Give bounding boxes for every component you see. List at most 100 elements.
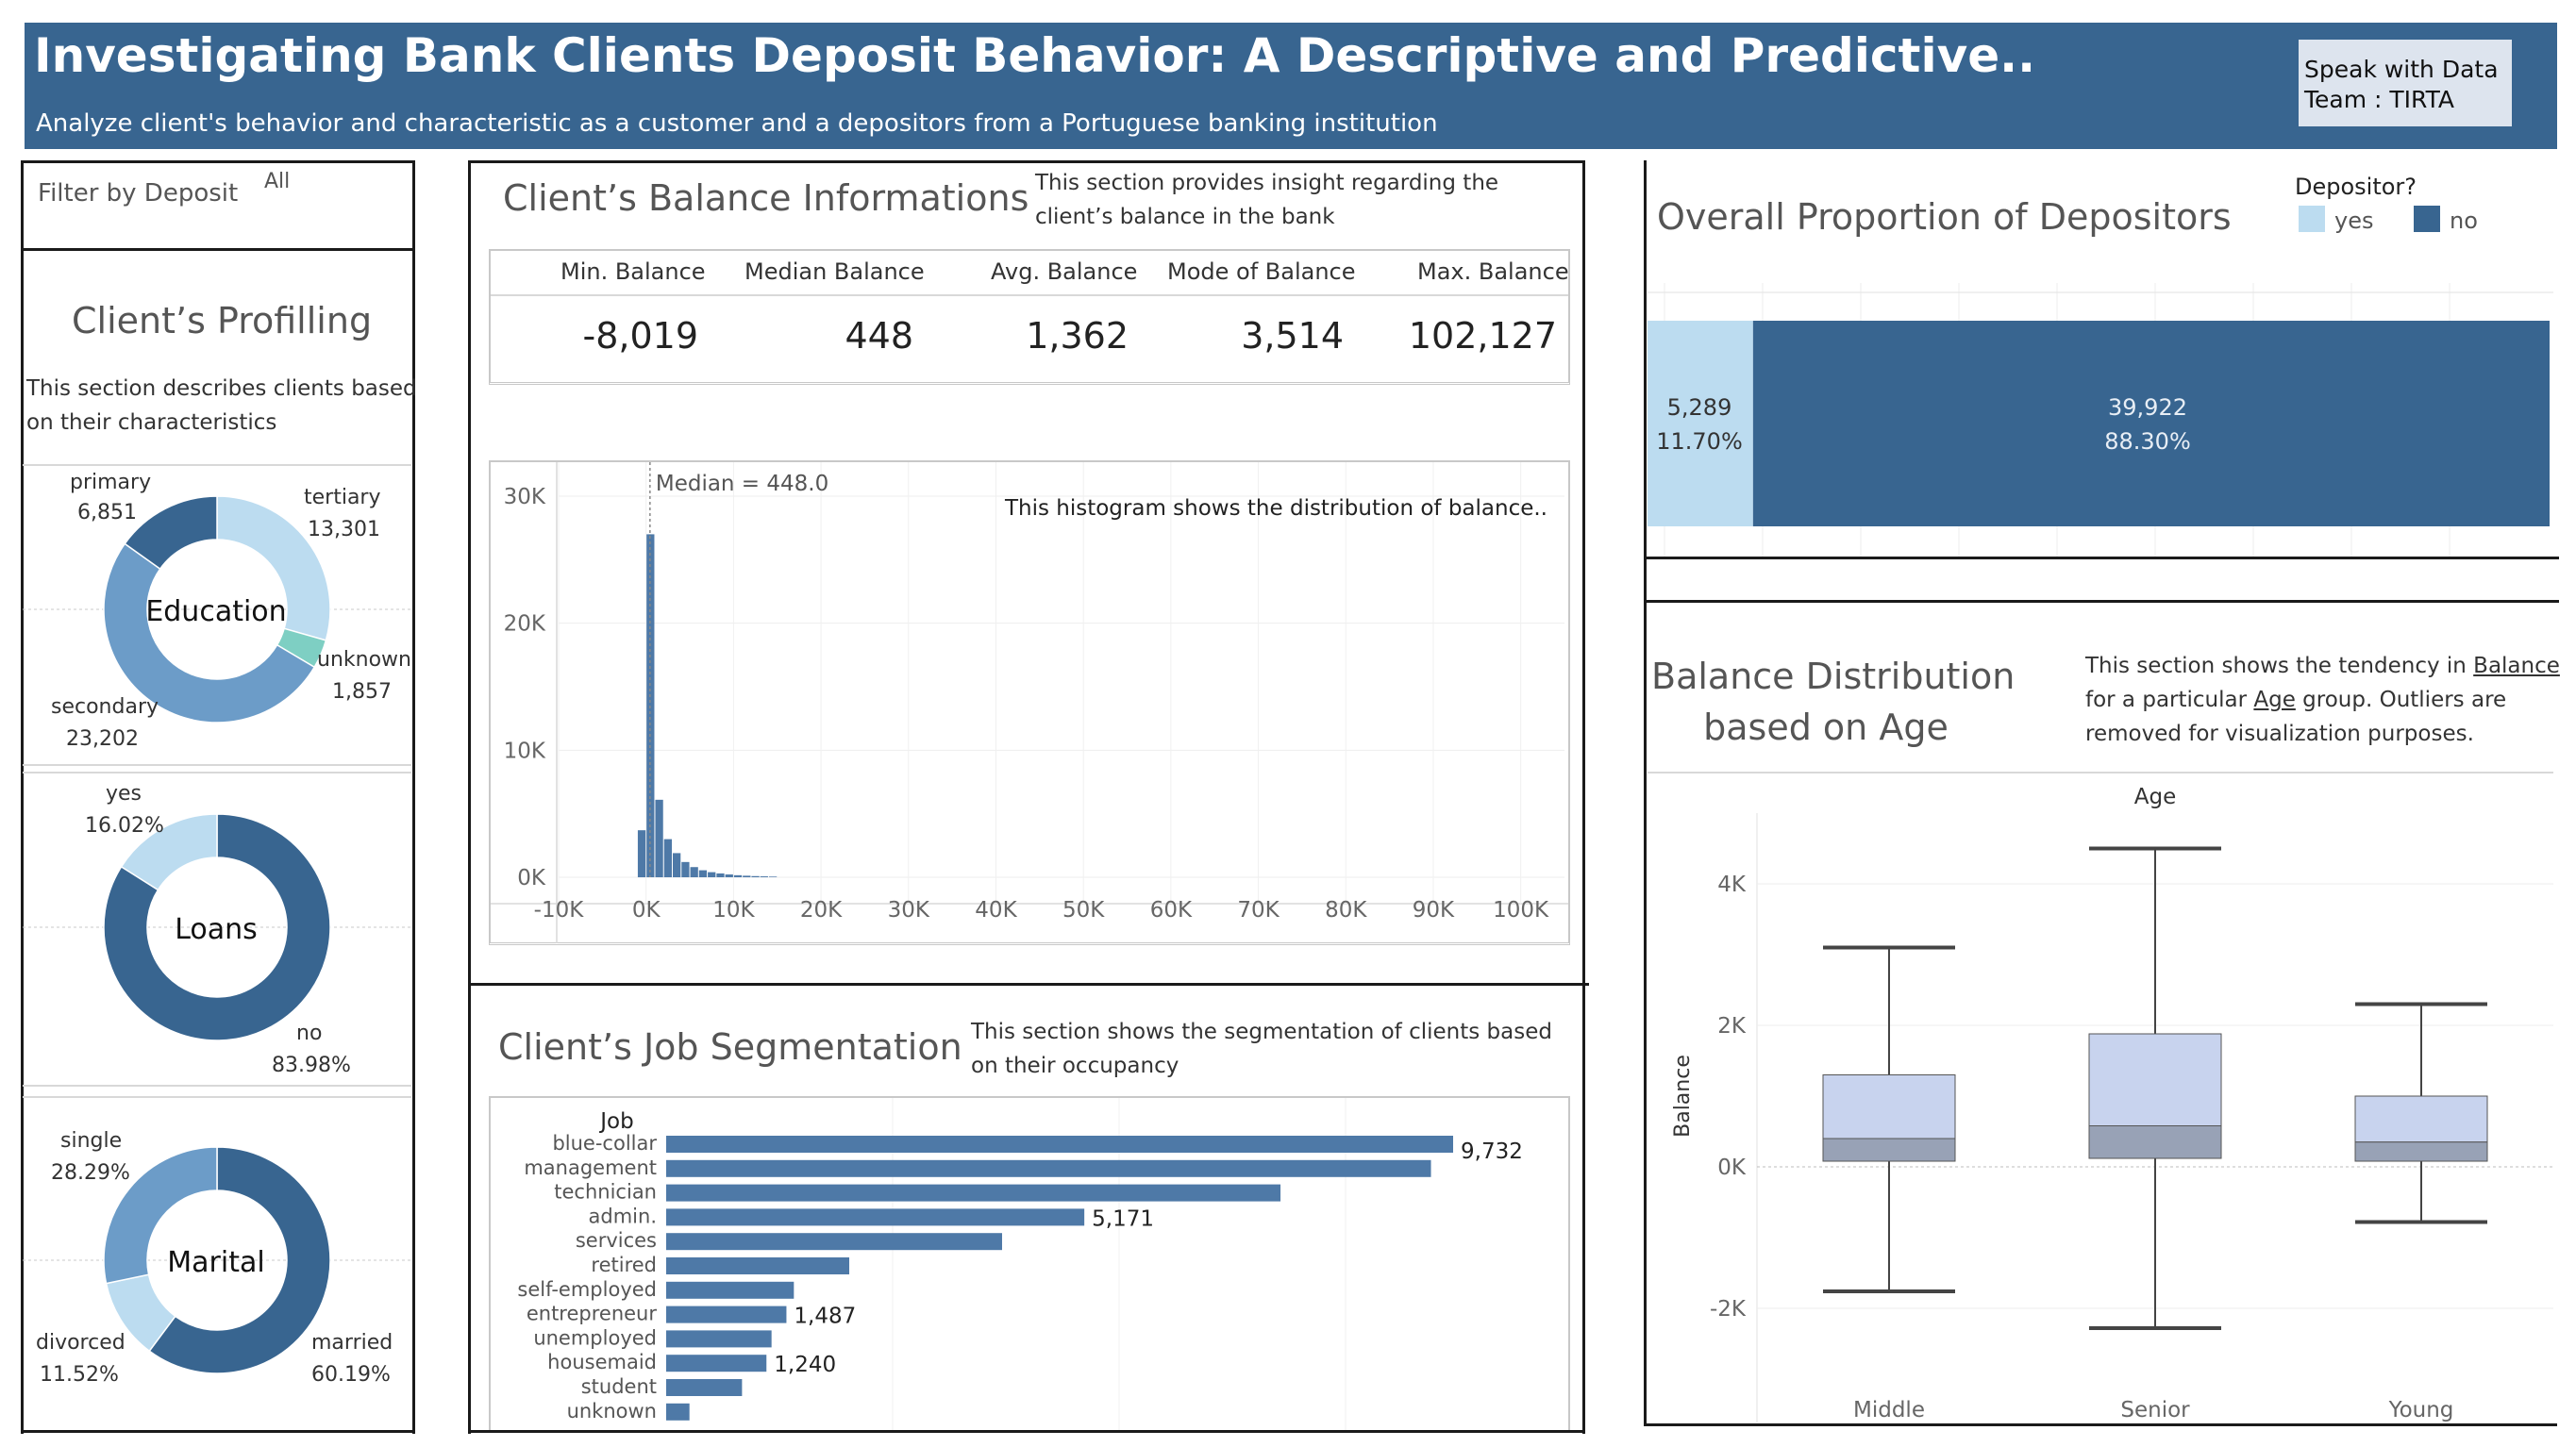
loans-slice-yes[interactable]: [120, 813, 218, 891]
mid-panel-right-border: [1582, 160, 1585, 1434]
balance-info-desc-line1: This section provides insight regarding …: [1035, 171, 1499, 195]
team-badge-line2: Team : TIRTA: [2304, 86, 2455, 113]
age-title-line2: based on Age: [1703, 707, 1949, 748]
histogram-bar[interactable]: [637, 830, 646, 877]
job-bar-entrepreneur[interactable]: [666, 1306, 787, 1323]
marital-married-name: married: [311, 1331, 393, 1355]
kpi-avg-label: Avg. Balance: [991, 258, 1138, 285]
filter-deposit-select[interactable]: All: [264, 170, 291, 193]
histogram-bar[interactable]: [673, 853, 681, 877]
page-title: Investigating Bank Clients Deposit Behav…: [34, 28, 2036, 83]
legend-no-swatch: [2414, 206, 2440, 232]
loans-center-label: Loans: [175, 913, 258, 946]
histogram-bar[interactable]: [690, 867, 698, 877]
age-boxplot-chart: Age Balance 4K 2K 0K -2K Middle Senior Young: [1671, 785, 2553, 1422]
job-bar-housemaid[interactable]: [666, 1355, 767, 1372]
job-bar-services[interactable]: [666, 1233, 1002, 1251]
edu-secondary-name: secondary: [51, 695, 159, 719]
histogram-bar[interactable]: [725, 874, 733, 877]
job-bar-management[interactable]: [666, 1159, 1431, 1177]
profiling-divider-4: [23, 1085, 411, 1087]
right-panel-mid-divider: [1644, 600, 2559, 603]
histogram-bar[interactable]: [760, 876, 768, 877]
filter-divider: [21, 248, 415, 251]
left-panel-left-border: [21, 160, 24, 1434]
education-slice-secondary[interactable]: [103, 542, 316, 724]
histogram-bar[interactable]: [655, 799, 663, 877]
education-slice-tertiary[interactable]: [216, 495, 331, 641]
job-bar-admin.[interactable]: [666, 1208, 1085, 1226]
job-bar-unemployed[interactable]: [666, 1330, 772, 1348]
marital-slices: [103, 1146, 331, 1374]
mid-panel-divider: [468, 983, 1589, 986]
histogram-ticks: 30K 20K 10K 0K -10K 0K 10K 20K 30K 40K 50K 60K 70K 80…: [504, 485, 1549, 923]
marital-divorced-value: 11.52%: [40, 1363, 119, 1387]
job-value-blue-collar: 9,732: [1461, 1139, 1523, 1164]
balance-info-title: Client’s Balance Informations: [503, 177, 1029, 219]
balance-histogram: 30K 20K 10K 0K -10K 0K 10K 20K 30K 40K 50K 60K 70K 80…: [491, 462, 1568, 943]
histogram-bar[interactable]: [733, 874, 743, 877]
education-slice-primary[interactable]: [124, 495, 218, 571]
boxplot-lower-box-Young[interactable]: [2354, 1141, 2488, 1162]
histogram-bar[interactable]: [743, 875, 751, 877]
boxplot-marks: Middle Senior Young: [1822, 846, 2488, 1422]
histogram-y-tick: 20K: [504, 612, 546, 637]
jobs-desc-line1: This section shows the segmentation of c…: [971, 1020, 1552, 1044]
histogram-bar[interactable]: [751, 875, 760, 877]
jobs-desc: This section shows the segmentation of c…: [971, 1015, 1552, 1083]
histogram-bar[interactable]: [681, 861, 690, 877]
age-desc-age-link: Age: [2253, 688, 2296, 712]
boxplot-lower-box-Middle[interactable]: [1822, 1138, 1956, 1162]
histogram-frame: [489, 460, 1570, 945]
depositors-title: Overall Proportion of Depositors: [1657, 196, 2232, 238]
kpi-median-label: Median Balance: [744, 258, 925, 285]
profiling-desc-line1: This section describes clients based: [26, 376, 417, 401]
histogram-bar[interactable]: [663, 839, 673, 877]
job-label-housemaid: housemaid: [547, 1351, 657, 1373]
job-value-admin.: 5,171: [1092, 1206, 1154, 1231]
right-panel-top-divider: [1644, 557, 2559, 559]
histogram-bar[interactable]: [716, 873, 725, 877]
job-bar-student[interactable]: [666, 1379, 743, 1396]
depositor-yes-bar: [1648, 321, 1753, 526]
histogram-bar[interactable]: [698, 870, 708, 877]
job-label-services: services: [576, 1229, 657, 1252]
jobs-grid: [892, 1098, 1347, 1430]
histogram-x-tick: 60K: [1150, 898, 1193, 923]
left-panel-bottom-border: [21, 1430, 415, 1433]
kpi-median-value: 448: [845, 315, 913, 357]
job-label-retired: retired: [591, 1254, 657, 1276]
job-label-student: student: [581, 1375, 657, 1398]
job-bar-unknown[interactable]: [666, 1403, 690, 1421]
histogram-x-tick: 10K: [712, 898, 755, 923]
histogram-y-tick: 0K: [517, 866, 546, 890]
age-desc-line1: This section shows the tendency in Balan…: [2085, 649, 2560, 683]
job-bar-blue-collar[interactable]: [666, 1136, 1453, 1153]
jobs-bars: blue-collar 9,732 managementtechnicianadmi…: [517, 1132, 1522, 1422]
boxplot-upper-box-Middle[interactable]: [1822, 1074, 1956, 1139]
profiling-title: Client’s Profilling: [72, 300, 373, 341]
job-label-unknown: unknown: [567, 1400, 657, 1422]
histogram-bar[interactable]: [708, 872, 716, 877]
histogram-bar[interactable]: [768, 876, 778, 877]
left-panel-top-border: [21, 160, 415, 163]
right-panel-left-border: [1644, 160, 1647, 1426]
job-label-self-employed: self-employed: [517, 1278, 657, 1301]
job-bar-technician[interactable]: [666, 1184, 1281, 1202]
marital-single-name: single: [60, 1129, 122, 1153]
boxplot-lower-box-Senior[interactable]: [2088, 1125, 2222, 1159]
job-bar-self-employed[interactable]: [666, 1281, 795, 1299]
loans-slice-no[interactable]: [103, 813, 331, 1041]
job-bar-retired[interactable]: [666, 1257, 850, 1274]
education-slices: [103, 495, 331, 724]
marital-slice-single[interactable]: [103, 1146, 218, 1285]
histogram-x-tick: 80K: [1325, 898, 1367, 923]
boxplot-upper-box-Young[interactable]: [2354, 1095, 2488, 1143]
edu-tertiary-value: 13,301: [308, 518, 380, 541]
profiling-desc-line2: on their characteristics: [26, 410, 277, 435]
marital-slice-married[interactable]: [148, 1146, 331, 1374]
boxplot-upper-box-Senior[interactable]: [2088, 1033, 2222, 1126]
histogram-x-tick: 20K: [800, 898, 843, 923]
jobs-title: Client’s Job Segmentation: [498, 1026, 962, 1068]
depositor-yes-pct: 11.70%: [1656, 428, 1743, 455]
